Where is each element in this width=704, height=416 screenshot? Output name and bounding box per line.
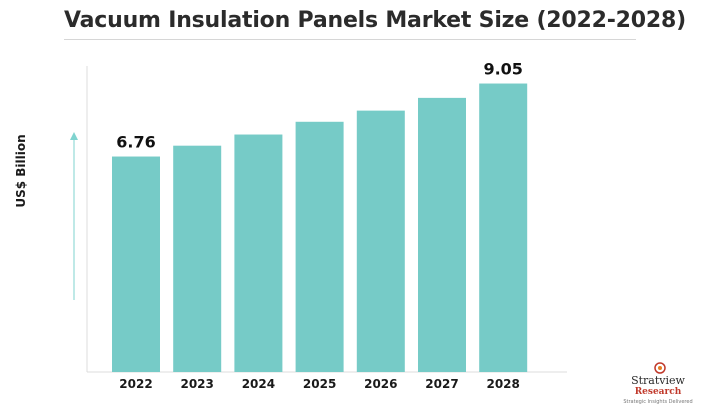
bar-2027: [418, 97, 466, 372]
x-tick-label-2028: 2028: [486, 377, 519, 391]
x-tick-label-2025: 2025: [303, 377, 336, 391]
bar-2025: [295, 121, 344, 372]
bar-2028: [479, 83, 528, 372]
bar-2022: [112, 156, 160, 372]
logo-name: Stratview: [631, 374, 685, 387]
title-underline: [64, 39, 636, 40]
chart-title: Vacuum Insulation Panels Market Size (20…: [64, 8, 686, 33]
x-tick-label-2024: 2024: [242, 377, 275, 391]
bar-2023: [173, 145, 222, 372]
bar-2024: [234, 134, 283, 372]
bar-2026: [356, 110, 405, 372]
y-axis-arrow-head: [70, 132, 78, 140]
logo-subname: Research: [634, 387, 682, 397]
stratview-logo: Stratview Research Strategic Insights De…: [618, 362, 698, 410]
logo-tagline: Strategic Insights Delivered: [623, 399, 693, 405]
data-label-2028: 9.05: [483, 60, 522, 79]
x-tick-label-2026: 2026: [364, 377, 397, 391]
x-tick-label-2022: 2022: [119, 377, 152, 391]
data-label-2022: 6.76: [116, 133, 155, 152]
logo-bullseye-icon: [654, 362, 666, 374]
x-tick-label-2027: 2027: [425, 377, 458, 391]
x-tick-label-2023: 2023: [180, 377, 213, 391]
